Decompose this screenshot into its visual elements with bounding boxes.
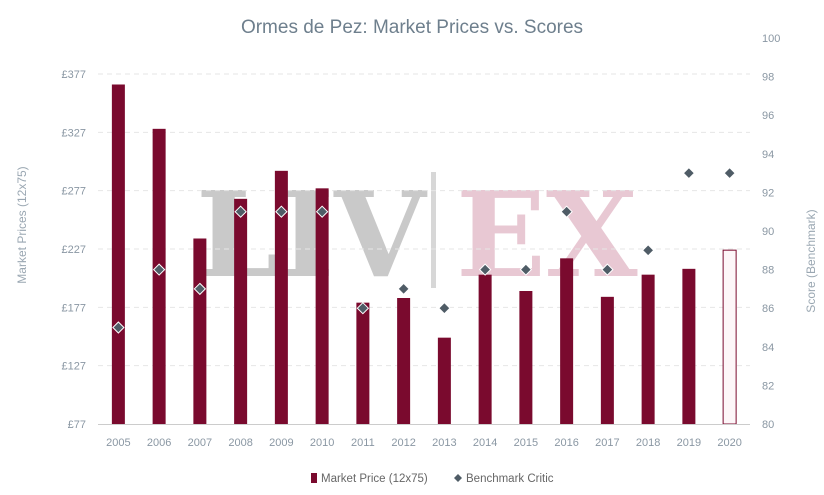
left-tick-label: £277 bbox=[62, 186, 86, 198]
right-tick-label: 98 bbox=[762, 72, 774, 84]
x-tick-label: 2020 bbox=[717, 437, 741, 449]
score-point bbox=[275, 205, 288, 218]
x-tick-label: 2017 bbox=[595, 437, 619, 449]
x-tick-label: 2012 bbox=[391, 437, 415, 449]
x-tick-label: 2005 bbox=[106, 437, 130, 449]
score-point bbox=[478, 263, 492, 276]
left-tick-label: £227 bbox=[62, 244, 86, 256]
right-tick-label: 84 bbox=[762, 342, 774, 354]
chart-title: Ormes de Pez: Market Prices vs. Scores bbox=[241, 17, 583, 38]
right-tick-label: 80 bbox=[762, 419, 774, 431]
x-tick-label: 2019 bbox=[677, 437, 701, 449]
right-tick-label: 96 bbox=[762, 110, 774, 122]
bar bbox=[437, 337, 451, 424]
bar bbox=[356, 302, 370, 424]
score-point bbox=[438, 301, 451, 315]
left-tick-label: £127 bbox=[62, 361, 86, 373]
bar bbox=[397, 298, 411, 424]
right-tick-label: 90 bbox=[762, 226, 774, 238]
watermark-divider bbox=[431, 172, 436, 288]
bar bbox=[152, 128, 166, 425]
left-tick-label: £327 bbox=[62, 127, 86, 139]
right-tick-label: 92 bbox=[762, 187, 774, 199]
x-tick-label: 2014 bbox=[473, 437, 497, 449]
x-tick-label: 2009 bbox=[269, 437, 293, 449]
x-tick-label: 2018 bbox=[636, 437, 660, 449]
legend-swatch-benchmark-critic bbox=[454, 474, 462, 482]
legend-label-market-price: Market Price (12x75) bbox=[321, 473, 428, 485]
bar bbox=[722, 249, 737, 425]
bar bbox=[600, 296, 614, 424]
score-point bbox=[234, 205, 247, 218]
score-point bbox=[519, 263, 533, 276]
x-tick-label: 2008 bbox=[228, 437, 252, 449]
score-point bbox=[356, 301, 370, 315]
left-tick-label: £177 bbox=[62, 302, 86, 314]
bar bbox=[315, 188, 329, 424]
x-tick-label: 2006 bbox=[147, 437, 171, 449]
gridlines bbox=[98, 73, 750, 367]
score-point bbox=[315, 205, 329, 218]
watermark-liv: LIV bbox=[196, 165, 428, 304]
x-tick-label: 2007 bbox=[188, 437, 212, 449]
bar bbox=[274, 170, 288, 424]
score-point bbox=[560, 205, 573, 218]
x-tick-label: 2011 bbox=[351, 437, 375, 449]
bar bbox=[641, 274, 655, 424]
left-axis-title: Market Prices (12x75) bbox=[15, 166, 29, 283]
score-points bbox=[112, 166, 736, 334]
bar bbox=[111, 84, 125, 424]
price-bars bbox=[111, 84, 737, 425]
axes: £77 £127 £177 £227 £277 £327 £377 80 82 84 86 88 90 9… bbox=[62, 33, 781, 449]
x-tick-label: 2015 bbox=[514, 437, 538, 449]
legend: Market Price (12x75) Benchmark Critic bbox=[311, 473, 554, 485]
score-point bbox=[193, 282, 207, 296]
score-point bbox=[112, 321, 125, 334]
score-point bbox=[682, 166, 696, 180]
right-tick-label: 100 bbox=[762, 33, 780, 45]
right-tick-label: 94 bbox=[762, 149, 774, 161]
score-point bbox=[641, 244, 655, 257]
score-point bbox=[152, 263, 166, 276]
legend-label-benchmark-critic: Benchmark Critic bbox=[466, 473, 554, 485]
bar bbox=[519, 291, 533, 424]
right-axis-title: Score (Benchmark) bbox=[804, 209, 818, 312]
right-tick-label: 86 bbox=[762, 303, 774, 315]
right-tick-label: 82 bbox=[762, 380, 774, 392]
x-tick-label: 2010 bbox=[310, 437, 334, 449]
score-point bbox=[723, 166, 736, 180]
x-tick-label: 2016 bbox=[554, 437, 578, 449]
bar bbox=[560, 258, 574, 424]
bar bbox=[234, 198, 248, 424]
right-tick-label: 88 bbox=[762, 265, 774, 277]
score-point bbox=[601, 263, 614, 276]
left-tick-label: £77 bbox=[68, 419, 86, 431]
x-tick-label: 2013 bbox=[432, 437, 456, 449]
score-point bbox=[397, 282, 410, 296]
legend-swatch-market-price bbox=[311, 473, 317, 483]
bar bbox=[682, 268, 696, 424]
bar bbox=[193, 238, 207, 424]
left-tick-label: £377 bbox=[62, 69, 86, 81]
bar bbox=[478, 274, 492, 424]
